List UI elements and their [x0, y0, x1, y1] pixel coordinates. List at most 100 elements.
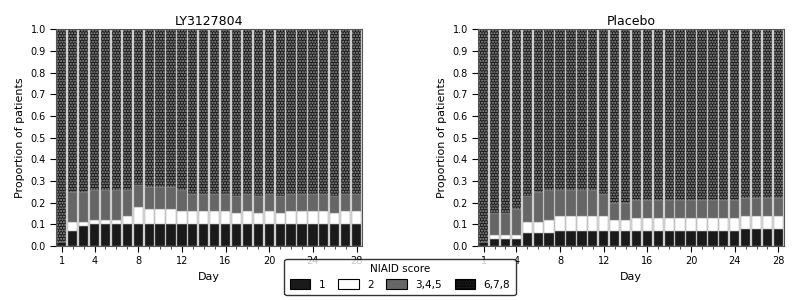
Bar: [341, 224, 350, 246]
Bar: [501, 235, 510, 239]
Bar: [210, 211, 219, 224]
Bar: [242, 211, 252, 224]
Bar: [210, 29, 219, 194]
X-axis label: Day: Day: [620, 272, 642, 282]
Bar: [352, 211, 361, 224]
Bar: [122, 224, 132, 246]
Bar: [599, 194, 608, 216]
Bar: [68, 231, 78, 246]
Bar: [112, 224, 121, 246]
Bar: [534, 222, 543, 233]
Bar: [308, 224, 318, 246]
Bar: [610, 202, 619, 220]
Bar: [319, 211, 329, 224]
Bar: [221, 211, 230, 224]
Bar: [578, 190, 586, 216]
Bar: [774, 198, 783, 216]
Bar: [166, 29, 176, 188]
Bar: [665, 29, 674, 200]
Bar: [578, 29, 586, 190]
Bar: [512, 209, 521, 235]
Bar: [79, 226, 88, 246]
Bar: [79, 222, 88, 226]
X-axis label: Day: Day: [198, 272, 220, 282]
Bar: [265, 211, 274, 224]
Bar: [578, 216, 586, 231]
Title: Placebo: Placebo: [606, 15, 655, 28]
Bar: [341, 194, 350, 211]
Bar: [719, 218, 729, 231]
Bar: [534, 233, 543, 246]
Bar: [599, 29, 608, 194]
Bar: [101, 220, 110, 224]
Bar: [232, 224, 241, 246]
Bar: [741, 229, 750, 246]
Bar: [330, 224, 339, 246]
Bar: [642, 218, 652, 231]
Bar: [319, 224, 329, 246]
Bar: [166, 224, 176, 246]
Bar: [686, 218, 696, 231]
Bar: [330, 214, 339, 224]
Bar: [330, 29, 339, 196]
Bar: [621, 29, 630, 203]
Bar: [286, 211, 296, 224]
Bar: [490, 235, 499, 239]
Bar: [145, 224, 154, 246]
Bar: [155, 224, 165, 246]
Bar: [134, 185, 143, 207]
Bar: [254, 29, 263, 196]
Bar: [341, 29, 350, 194]
Bar: [242, 29, 252, 194]
Bar: [566, 216, 576, 231]
Bar: [642, 231, 652, 246]
Bar: [112, 190, 121, 220]
Bar: [341, 211, 350, 224]
Bar: [134, 207, 143, 224]
Bar: [134, 29, 143, 185]
Bar: [588, 29, 598, 190]
Bar: [555, 231, 565, 246]
Bar: [752, 198, 761, 216]
Bar: [221, 194, 230, 211]
Bar: [686, 231, 696, 246]
Bar: [719, 29, 729, 200]
Bar: [308, 211, 318, 224]
Bar: [352, 194, 361, 211]
Bar: [254, 224, 263, 246]
Bar: [545, 29, 554, 190]
Bar: [698, 200, 706, 218]
Bar: [719, 231, 729, 246]
Bar: [286, 194, 296, 211]
Bar: [232, 29, 241, 196]
Bar: [632, 231, 641, 246]
Bar: [275, 29, 285, 196]
Bar: [555, 190, 565, 216]
Bar: [298, 224, 306, 246]
Bar: [632, 200, 641, 218]
Bar: [265, 29, 274, 194]
Bar: [210, 224, 219, 246]
Bar: [308, 29, 318, 194]
Bar: [286, 29, 296, 194]
Bar: [479, 29, 488, 242]
Bar: [763, 29, 772, 198]
Bar: [275, 224, 285, 246]
Bar: [275, 196, 285, 214]
Bar: [730, 200, 739, 218]
Bar: [610, 231, 619, 246]
Bar: [588, 216, 598, 231]
Bar: [665, 200, 674, 218]
Bar: [654, 218, 663, 231]
Bar: [578, 231, 586, 246]
Bar: [490, 29, 499, 214]
Bar: [512, 239, 521, 246]
Bar: [599, 231, 608, 246]
Bar: [352, 224, 361, 246]
Bar: [752, 216, 761, 229]
Bar: [242, 224, 252, 246]
Bar: [188, 211, 198, 224]
Bar: [199, 29, 208, 194]
Bar: [741, 216, 750, 229]
Bar: [545, 233, 554, 246]
